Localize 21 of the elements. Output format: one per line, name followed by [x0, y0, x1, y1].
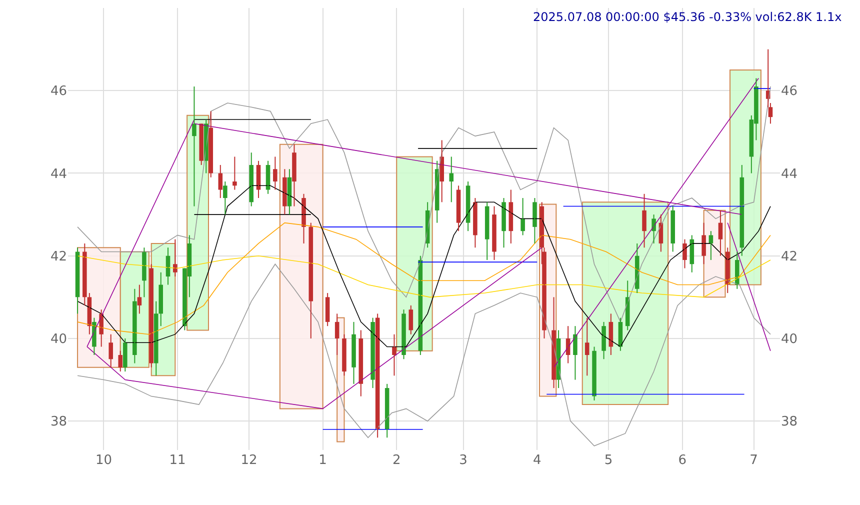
x-tick-label: 1 — [318, 453, 327, 468]
y-tick-label: 42 — [50, 249, 67, 264]
y2-tick-label: 42 — [781, 249, 798, 264]
y2-tick-label: 40 — [781, 332, 798, 348]
x-tick-label: 10 — [95, 453, 112, 468]
chart-title: 2025.07.08 00:00:00 $45.36 -0.33% vol:62.8K 1.1x — [533, 10, 842, 24]
y2-tick-label: 38 — [781, 414, 798, 430]
y2-tick-label: 46 — [781, 84, 798, 100]
x-tick-label: 2 — [392, 453, 401, 468]
y-tick-label: 44 — [50, 166, 67, 182]
x-tick-label: 4 — [532, 453, 542, 468]
y-tick-label: 46 — [50, 84, 67, 100]
y2-tick-label: 44 — [781, 166, 798, 182]
x-tick-label: 3 — [459, 453, 468, 468]
x-tick-label: 5 — [604, 453, 613, 468]
y-tick-label: 38 — [50, 414, 67, 430]
x-tick-label: 12 — [240, 453, 258, 468]
y-tick-label: 40 — [50, 332, 67, 348]
x-tick-label: 11 — [169, 453, 186, 468]
x-tick-label: 7 — [750, 453, 758, 468]
x-tick-label: 6 — [678, 453, 687, 468]
